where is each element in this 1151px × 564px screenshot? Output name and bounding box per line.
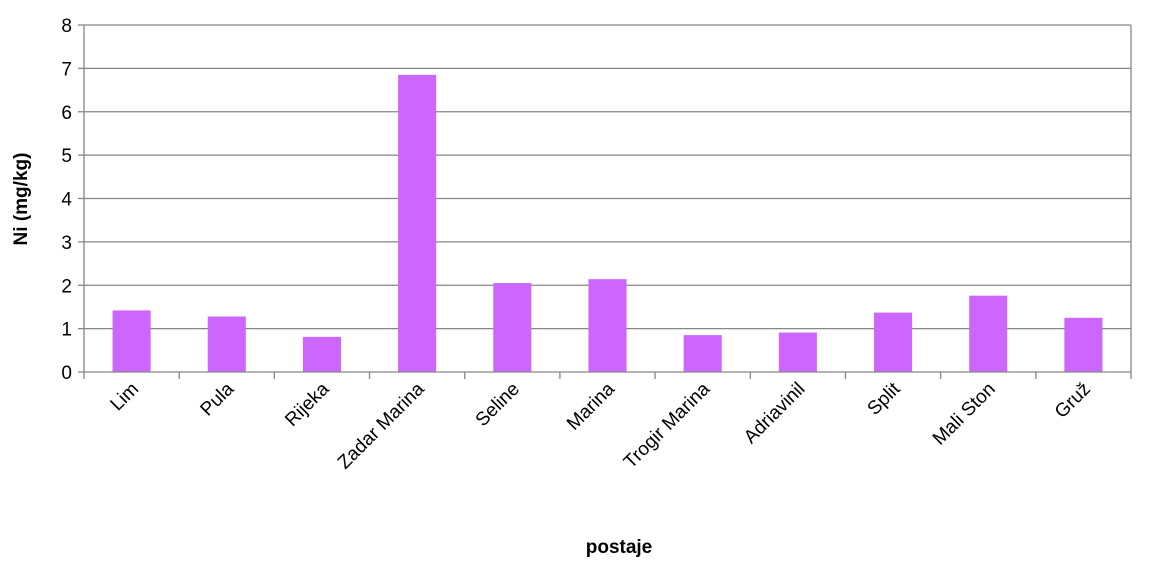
x-tick-label: Rijeka [281, 378, 333, 430]
bar-rijeka [302, 336, 341, 372]
bar-split [874, 312, 913, 372]
y-tick-label: 6 [61, 103, 72, 124]
bar-trogir-marina [683, 335, 722, 372]
bars [112, 74, 1103, 372]
y-tick-label: 3 [61, 233, 72, 254]
x-tick-labels: Lim Pula Rijeka Zadar Marina Seline Marina Tro… [107, 378, 1095, 473]
x-tick-label: Adriavinil [740, 379, 809, 448]
x-axis-title: postaje [586, 537, 653, 558]
bar-pula [207, 316, 246, 372]
y-tick-label: 5 [61, 146, 72, 167]
bar-gruž [1064, 317, 1103, 372]
y-tick-label: 1 [61, 320, 72, 341]
x-tick-label: Trogir Marina [620, 378, 715, 473]
bar-lim [112, 310, 151, 372]
y-tick-label: 2 [61, 276, 72, 297]
x-tick-label: Gruž [1051, 379, 1095, 423]
y-tick-label: 0 [61, 363, 72, 384]
y-tick-labels: 0 1 2 3 4 5 6 7 8 [61, 16, 72, 384]
y-tick-label: 8 [61, 16, 72, 37]
x-tick-label: Zadar Marina [334, 378, 429, 473]
y-axis-title: Ni (mg/kg) [11, 153, 32, 246]
x-tick-label: Seline [472, 379, 524, 431]
bar-adriavinil [778, 332, 817, 372]
y-tick-label: 4 [61, 190, 72, 211]
bar-zadar-marina [398, 74, 437, 372]
bar-mali-ston [969, 295, 1008, 372]
bar-seline [493, 283, 532, 372]
y-tick-label: 7 [61, 59, 72, 80]
bar-marina [588, 279, 627, 372]
x-tick-label: Pula [197, 378, 239, 420]
axes [78, 24, 1132, 379]
gridlines [84, 24, 1131, 330]
x-tick-label: Mali Ston [929, 379, 1000, 450]
x-tick-label: Split [864, 378, 905, 419]
x-tick-label: Lim [107, 379, 144, 416]
x-tick-label: Marina [563, 378, 619, 434]
